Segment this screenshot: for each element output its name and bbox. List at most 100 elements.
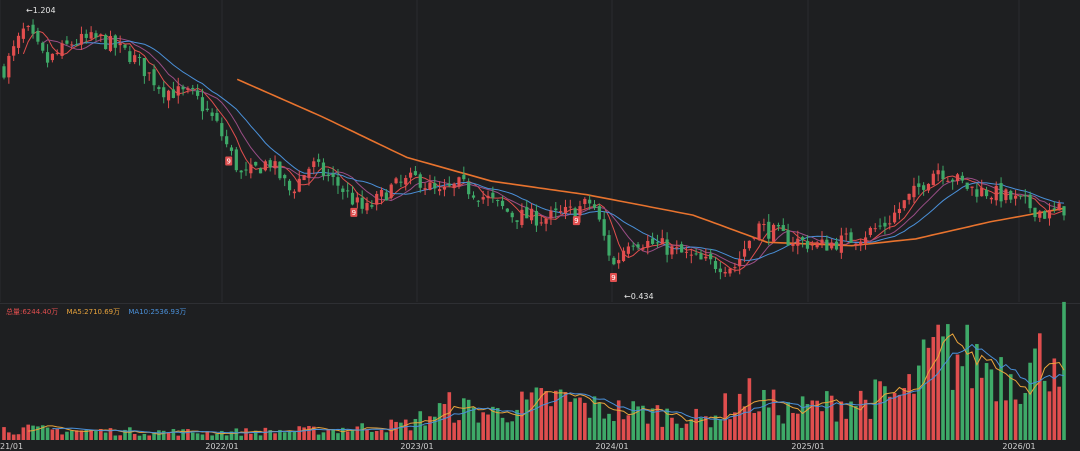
volume-bar	[578, 397, 582, 440]
candle-body	[249, 164, 253, 174]
candle-body	[268, 160, 272, 168]
volume-bar	[486, 414, 490, 440]
candle-body	[408, 172, 413, 178]
volume-bar	[699, 417, 703, 440]
candle-body	[733, 267, 737, 269]
candle-body	[1043, 211, 1047, 219]
volume-bar	[244, 428, 248, 440]
volume-bar	[873, 379, 878, 440]
candle-body	[534, 210, 539, 226]
volume-bar	[515, 409, 519, 440]
candle-body	[104, 34, 108, 50]
volume-bar	[341, 427, 345, 440]
volume-bar	[723, 393, 727, 440]
volume-bar	[645, 423, 650, 440]
candle-body	[457, 177, 461, 187]
volume-bar	[413, 418, 418, 440]
volume-bar	[936, 324, 940, 440]
volume-bar	[636, 406, 640, 440]
candle-body	[133, 55, 137, 63]
td-marker-box	[610, 273, 617, 283]
volume-bar	[718, 419, 723, 440]
candle-body	[186, 88, 190, 90]
candle-body	[292, 191, 297, 194]
volume-bar	[389, 419, 394, 440]
candle-body	[1013, 195, 1018, 199]
volume-bar	[916, 365, 921, 440]
candle-body	[694, 253, 698, 255]
volume-bar	[36, 426, 40, 440]
ma-mid-line	[42, 37, 1065, 266]
volume-bar	[1052, 358, 1057, 440]
volume-ma10-line	[52, 343, 1065, 434]
candle-body	[428, 182, 432, 190]
candle-body	[60, 43, 64, 56]
volume-bar	[694, 408, 698, 440]
candle-body	[597, 206, 601, 220]
volume-bar	[607, 413, 611, 440]
candle-body	[796, 238, 800, 246]
volume-bar	[602, 418, 606, 440]
volume-bar	[849, 401, 853, 440]
td-marker-box	[572, 216, 580, 226]
candle-body	[254, 161, 258, 166]
volume-bar	[457, 420, 461, 440]
volume-bar	[171, 429, 176, 440]
volume-ma-lines	[28, 333, 1065, 435]
candle-body	[810, 244, 814, 246]
volume-bar	[679, 427, 684, 440]
candle-body	[607, 235, 611, 256]
candle-body	[99, 34, 103, 36]
candle-body	[7, 55, 11, 78]
volume-bar	[1062, 301, 1066, 440]
candle-body	[723, 271, 727, 274]
candle-body	[486, 195, 490, 198]
candle-body	[757, 223, 761, 240]
candle-body	[646, 240, 650, 248]
candle-body	[302, 175, 306, 181]
candle-body	[989, 197, 993, 200]
candle-body	[830, 242, 834, 249]
candle-body	[433, 183, 437, 189]
candle-body	[147, 72, 151, 74]
candle-body	[520, 209, 524, 226]
volume-bar	[994, 401, 999, 440]
volume-bar	[113, 435, 118, 440]
candle-body	[525, 207, 529, 219]
volume-bar	[215, 433, 219, 440]
volume-bar	[926, 347, 931, 440]
candle-body	[196, 90, 200, 96]
volume-bar	[432, 416, 437, 440]
candle-body	[820, 239, 824, 244]
volume-bar	[176, 435, 181, 440]
candle-body	[878, 225, 882, 227]
volume-bar	[442, 404, 447, 440]
x-tick-label: 2026/01	[1002, 442, 1035, 451]
volume-bar	[960, 366, 965, 440]
candle-body	[660, 238, 664, 245]
low-price-label: ←0.434	[624, 292, 654, 301]
candle-body	[481, 197, 485, 200]
candle-body	[476, 200, 480, 202]
volume-bar	[616, 400, 621, 440]
candle-body	[573, 208, 577, 218]
volume-bar	[597, 402, 602, 440]
volume-bar	[234, 428, 239, 440]
candle-body	[55, 52, 59, 54]
candle-body	[225, 136, 229, 145]
volume-bar	[776, 415, 781, 440]
volume-bar	[103, 432, 108, 440]
volume-bar	[7, 432, 11, 440]
candle-body	[171, 89, 176, 98]
candle-body	[529, 208, 534, 221]
volume-bar	[689, 419, 694, 440]
volume-bar	[1008, 374, 1013, 440]
volume-bar	[529, 392, 534, 440]
volume-bar	[69, 430, 74, 440]
volume-total-label: 总量:6244.40万	[6, 308, 59, 316]
candle-body	[70, 44, 74, 46]
volume-bar	[907, 374, 911, 440]
volume-bar	[1042, 380, 1047, 440]
volume-bar	[1028, 362, 1032, 440]
